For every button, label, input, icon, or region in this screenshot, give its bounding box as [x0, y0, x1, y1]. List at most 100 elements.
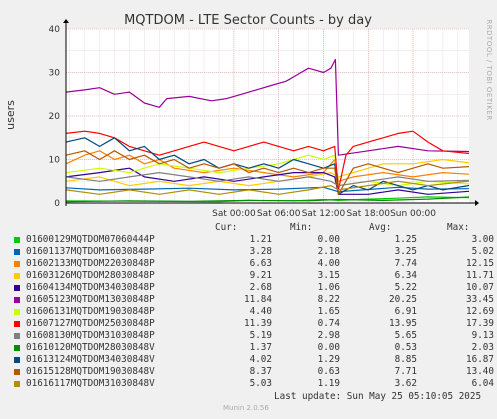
legend-min-value: 0.74 [317, 318, 340, 329]
legend-max-value: 12.69 [466, 306, 494, 317]
legend-swatch [14, 369, 20, 375]
legend-swatch [14, 321, 20, 327]
legend-min-value: 2.18 [317, 246, 340, 257]
legend-series-name: 01604134MQTDOM34030848P [26, 282, 155, 293]
series-lines [65, 58, 470, 203]
legend-series-name: 01613124MQTDOM34030848V [26, 354, 155, 365]
legend-max-value: 5.02 [471, 246, 494, 257]
legend-max-value: 10.07 [466, 282, 494, 293]
legend-row: 01615128MQTDOM19030848V 8.37 0.63 7.71 13.40 [12, 366, 497, 377]
legend-max-value: 17.39 [466, 318, 494, 329]
legend-row: 01602133MQTDOM22030848P 6.63 4.00 7.74 12.15 [12, 258, 497, 269]
legend-min-value: 1.19 [317, 378, 340, 389]
legend-min-value: 1.06 [317, 282, 340, 293]
y-tick-label: 20 [49, 112, 61, 122]
side-label: RRDTOOL / TOBI OETIKER [485, 19, 493, 120]
legend-header-cur: Cur: [215, 222, 238, 233]
legend-header-avg: Avg: [369, 222, 392, 233]
legend-min-value: 4.00 [317, 258, 340, 269]
legend-cur-value: 4.02 [249, 354, 272, 365]
legend-cur-value: 11.39 [244, 318, 272, 329]
legend-max-value: 2.03 [471, 342, 494, 353]
legend-max-value: 13.40 [466, 366, 494, 377]
series-line-01607127MQTDOM25030848P [65, 130, 470, 191]
legend-cur-value: 6.63 [249, 258, 272, 269]
legend-row: 01606131MQTDOM19030848P 4.40 1.65 6.91 12.69 [12, 306, 497, 317]
munin-version: Munin 2.0.56 [223, 404, 269, 412]
legend-avg-value: 6.34 [394, 270, 417, 281]
series-line-01605123MQTDOM13030848P [65, 58, 470, 156]
legend-swatch [14, 249, 20, 255]
chart-title: MQTDOM - LTE Sector Counts - by day [124, 13, 372, 28]
legend-avg-value: 13.95 [389, 318, 417, 329]
legend-max-value: 11.71 [466, 270, 494, 281]
series-line-01613124MQTDOM34030848V [65, 137, 470, 195]
legend-row: 01604134MQTDOM34030848P 2.68 1.06 5.22 10.07 [12, 282, 497, 293]
legend-min-value: 3.15 [317, 270, 340, 281]
legend-avg-value: 7.71 [394, 366, 417, 377]
series-line-01604134MQTDOM34030848P [65, 167, 470, 195]
legend-swatch [14, 381, 20, 387]
legend-series-name: 01615128MQTDOM19030848V [26, 366, 155, 377]
legend-cur-value: 4.40 [249, 306, 272, 317]
legend-avg-value: 0.53 [394, 342, 417, 353]
series-line-01616117MQTDOM31030848V [65, 180, 470, 195]
x-tick-label: Sat 06:00 [257, 209, 301, 219]
legend-swatch [14, 237, 20, 243]
legend-series-name: 01606131MQTDOM19030848P [26, 306, 155, 317]
series-line-01602133MQTDOM22030848P [65, 150, 470, 182]
legend-swatch [14, 273, 20, 279]
legend-min-value: 0.63 [317, 366, 340, 377]
legend-series-name: 01602133MQTDOM22030848P [26, 258, 155, 269]
legend-avg-value: 6.91 [394, 306, 417, 317]
legend-max-value: 16.87 [466, 354, 494, 365]
legend-cur-value: 11.84 [244, 294, 272, 305]
legend-row: 01603126MQTDOM28030848P 9.21 3.15 6.34 11.71 [12, 270, 497, 281]
legend-series-name: 01605123MQTDOM13030848P [26, 294, 155, 305]
series-line-01615128MQTDOM19030848V [65, 150, 470, 195]
legend-swatch [14, 357, 20, 363]
y-tick-label: 10 [49, 156, 61, 166]
series-line-01610120MQTDOM28030848V [65, 196, 470, 203]
grid [66, 28, 469, 204]
legend-row: 01613124MQTDOM34030848V 4.02 1.29 8.85 16.87 [12, 354, 497, 365]
x-tick-labels: Sat 00:00 Sat 06:00 Sat 12:00 Sat 18:00 Sun … [212, 209, 436, 219]
legend-cur-value: 8.37 [249, 366, 272, 377]
axes [63, 19, 479, 206]
legend-series-name: 01616117MQTDOM31030848V [26, 378, 155, 389]
legend-series-name: 01603126MQTDOM28030848P [26, 270, 155, 281]
legend-row: 01616117MQTDOM31030848V 5.03 1.19 3.62 6.04 [12, 378, 497, 389]
legend-series-name: 01608130MQTDOM31030848P [26, 330, 155, 341]
line-chart: MQTDOM - LTE Sector Counts - by day user… [4, 13, 493, 219]
x-axis-arrow [475, 200, 479, 206]
y-tick-labels: 0 10 20 30 40 [49, 25, 61, 209]
x-tick-label: Sat 12:00 [302, 209, 346, 219]
legend-max-value: 3.00 [471, 234, 494, 245]
y-axis-arrow [63, 19, 69, 23]
legend-avg-value: 3.25 [394, 246, 417, 257]
legend-avg-value: 1.25 [394, 234, 417, 245]
legend-max-value: 12.15 [466, 258, 494, 269]
legend-series-name: 01607127MQTDOM25030848P [26, 318, 155, 329]
legend-cur-value: 2.68 [249, 282, 272, 293]
legend-avg-value: 5.22 [394, 282, 417, 293]
y-tick-label: 40 [49, 25, 61, 35]
legend-row: 01607127MQTDOM25030848P 11.39 0.74 13.95 17.… [12, 318, 497, 329]
legend-avg-value: 7.74 [394, 258, 417, 269]
legend-cur-value: 5.03 [249, 378, 272, 389]
legend-cur-value: 1.21 [249, 234, 272, 245]
x-tick-label: Sat 18:00 [346, 209, 390, 219]
y-axis-label: users [4, 100, 17, 130]
legend-cur-value: 3.28 [249, 246, 272, 257]
legend-series-name: 01600129MQTDOM07060444P [26, 234, 155, 245]
legend-swatch [14, 285, 20, 291]
legend-swatch [14, 345, 20, 351]
legend-row: 01600129MQTDOM07060444P 1.21 0.00 1.25 3.00 [12, 234, 497, 245]
legend-series-name: 01601137MQTDOM16030848P [26, 246, 155, 257]
legend-min-value: 8.22 [317, 294, 340, 305]
legend-min-value: 2.98 [317, 330, 340, 341]
legend-row: 01601137MQTDOM16030848P 3.28 2.18 3.25 5.02 [12, 246, 497, 257]
x-tick-label: Sun 00:00 [390, 209, 436, 219]
legend-max-value: 6.04 [471, 378, 494, 389]
legend-row: 01608130MQTDOM31030848P 5.19 2.98 5.65 9.13 [12, 330, 497, 341]
